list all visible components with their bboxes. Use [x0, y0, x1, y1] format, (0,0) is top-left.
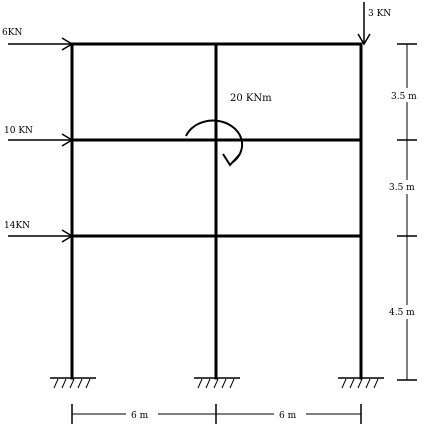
load-arrow-vertical	[357, 2, 371, 46]
dimension-label-story-top: 3.5 m	[391, 92, 417, 102]
moment-arrow	[185, 119, 244, 167]
load-label-bottom: 14KN	[4, 221, 30, 231]
moment-label: 20 KNm	[230, 93, 272, 104]
load-label-middle: 10 KN	[4, 126, 33, 136]
fixed-support-right	[338, 377, 384, 389]
dimension-horizontal	[71, 404, 362, 424]
dimension-label-story-bottom: 4.5 m	[389, 308, 415, 318]
load-label-vertical: 3 KN	[368, 9, 391, 19]
fixed-support-middle	[194, 377, 240, 389]
dimension-label-story-middle: 3.5 m	[389, 183, 415, 193]
load-arrow-top	[8, 37, 74, 51]
load-arrow-middle	[8, 133, 74, 147]
fixed-support-left	[50, 377, 96, 389]
load-arrow-bottom	[8, 229, 74, 243]
dimension-label-bay-right: 6 m	[279, 411, 297, 421]
load-label-top: 6KN	[2, 28, 22, 38]
dimension-label-bay-left: 6 m	[131, 411, 149, 421]
